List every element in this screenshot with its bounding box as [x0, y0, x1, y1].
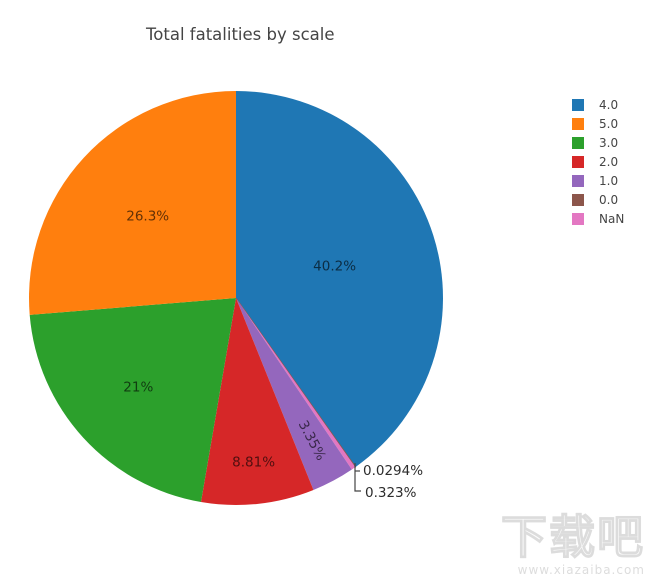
legend-item-NaN[interactable]: NaN — [572, 209, 624, 228]
pie-slice-4.0[interactable] — [236, 91, 443, 467]
legend-item-3.0[interactable]: 3.0 — [572, 133, 624, 152]
legend-item-2.0[interactable]: 2.0 — [572, 152, 624, 171]
legend: 4.0 5.0 3.0 2.0 1.0 0.0 NaN — [572, 95, 624, 228]
slice-label-2.0: 8.81% — [232, 455, 275, 471]
legend-label-2.0: 2.0 — [599, 154, 619, 169]
pie-slice-NaN[interactable] — [236, 298, 356, 470]
legend-swatch-2.0 — [572, 155, 584, 168]
legend-item-0.0[interactable]: 0.0 — [572, 190, 624, 209]
chart-title: Total fatalities by scale — [146, 25, 335, 44]
legend-label-NaN: NaN — [599, 211, 625, 226]
pie-slice-2.0[interactable] — [200, 298, 314, 506]
legend-swatch-0.0 — [572, 193, 584, 206]
slice-label-NaN: 0.323% — [365, 485, 417, 501]
legend-item-4.0[interactable]: 4.0 — [572, 95, 624, 114]
slice-label-5.0: 26.3% — [126, 209, 169, 225]
legend-swatch-4.0 — [572, 98, 584, 111]
pie-slice-1.0[interactable] — [236, 298, 352, 490]
leader-line-0 — [354, 463, 361, 492]
legend-item-1.0[interactable]: 1.0 — [572, 171, 624, 190]
legend-label-4.0: 4.0 — [599, 97, 619, 112]
legend-label-3.0: 3.0 — [599, 135, 619, 150]
slice-label-3.0: 21% — [123, 379, 153, 395]
legend-label-1.0: 1.0 — [599, 173, 619, 188]
legend-swatch-1.0 — [572, 174, 584, 187]
pie-slice-3.0[interactable] — [29, 298, 236, 503]
legend-swatch-3.0 — [572, 136, 584, 149]
legend-item-5.0[interactable]: 5.0 — [572, 114, 624, 133]
slice-label-4.0: 40.2% — [313, 259, 356, 275]
legend-swatch-NaN — [572, 212, 584, 225]
legend-label-5.0: 5.0 — [599, 116, 619, 131]
pie-slice-5.0[interactable] — [29, 91, 236, 315]
slice-label-0.0: 0.0294% — [363, 463, 423, 479]
legend-label-0.0: 0.0 — [599, 192, 619, 207]
legend-swatch-5.0 — [572, 117, 584, 130]
